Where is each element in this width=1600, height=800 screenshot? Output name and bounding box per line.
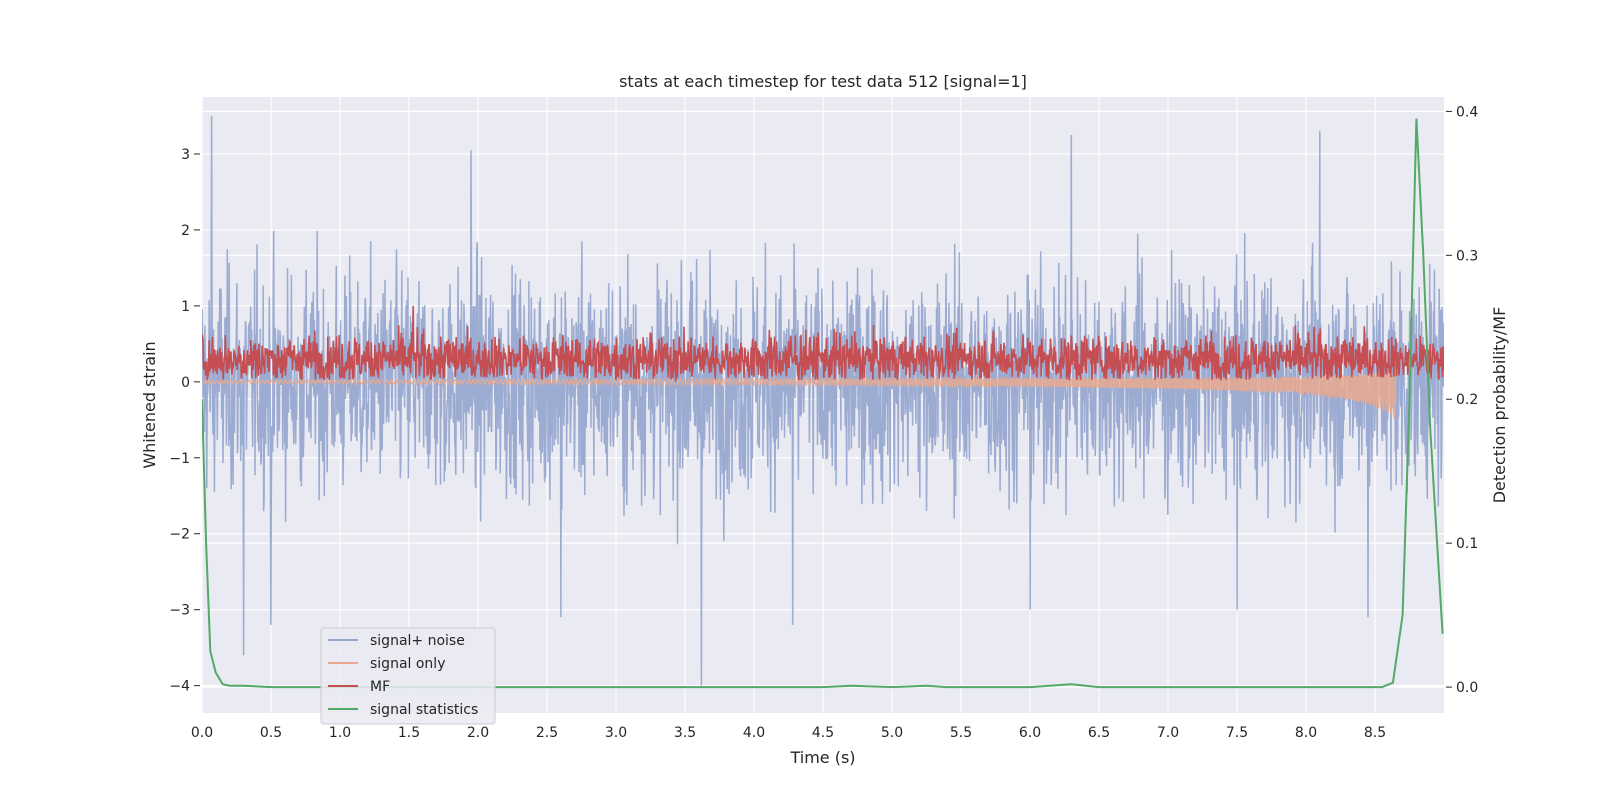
- x-tick-label: 3.5: [674, 725, 696, 741]
- x-tick-label: 5.5: [950, 725, 972, 741]
- y2-tick-label: 0.3: [1456, 248, 1478, 264]
- plot-area: [202, 115, 1444, 689]
- legend-label: signal only: [370, 656, 445, 672]
- x-tick-label: 7.0: [1157, 725, 1179, 741]
- y2-tick-label: 0.0: [1456, 680, 1478, 696]
- y2-tick-label: 0.2: [1456, 392, 1478, 408]
- y-tick-label: −2: [169, 527, 190, 543]
- y2-tick-label: 0.1: [1456, 536, 1478, 552]
- x-tick-label: 0.5: [260, 725, 282, 741]
- chart-title: stats at each timestep for test data 512…: [619, 72, 1027, 91]
- series-signal-only-line: [202, 367, 1397, 419]
- x-tick-label: 4.0: [743, 725, 765, 741]
- x-axis-ticks: 0.0 0.5 1.0 1.5 2.0 2.5 3.0 3.5 4.0 4.5 5.0 5.5 6.0 6…: [191, 725, 1386, 741]
- y-tick-label: 0: [181, 375, 190, 391]
- x-tick-label: 3.0: [605, 725, 627, 741]
- x-tick-label: 6.0: [1019, 725, 1041, 741]
- x-tick-label: 5.0: [881, 725, 903, 741]
- y-tick-label: −4: [169, 679, 190, 695]
- y2-axis-ticks: 0.0 0.1 0.2 0.3 0.4: [1446, 104, 1478, 696]
- x-tick-label: 1.5: [398, 725, 420, 741]
- x-tick-label: 1.0: [329, 725, 351, 741]
- legend-label: MF: [370, 679, 390, 695]
- x-axis-label: Time (s): [789, 748, 855, 767]
- x-tick-label: 6.5: [1088, 725, 1110, 741]
- x-tick-label: 2.0: [467, 725, 489, 741]
- y-tick-label: −1: [169, 451, 190, 467]
- legend: signal+ noise signal only MF signal statist…: [320, 627, 496, 725]
- legend-box: [320, 627, 496, 725]
- x-tick-label: 2.5: [536, 725, 558, 741]
- y-tick-label: 3: [181, 147, 190, 163]
- series-signal-noise-line: [202, 115, 1444, 686]
- x-tick-label: 0.0: [191, 725, 213, 741]
- y-axis-ticks: −4 −3 −2 −1 0 1 2 3: [169, 147, 200, 695]
- x-tick-label: 7.5: [1226, 725, 1248, 741]
- y2-tick-label: 0.4: [1456, 104, 1478, 120]
- series-mf-line: [202, 305, 1444, 384]
- y-tick-label: 2: [181, 223, 190, 239]
- x-tick-label: 8.0: [1295, 725, 1317, 741]
- y2-axis-label: Detection probability/MF: [1490, 307, 1509, 504]
- legend-label: signal statistics: [370, 702, 478, 718]
- legend-label: signal+ noise: [370, 633, 465, 649]
- y-tick-label: 1: [181, 299, 190, 315]
- y-axis-label: Whitened strain: [140, 341, 159, 468]
- series-signal-statistics-line: [202, 118, 1444, 689]
- y-tick-label: −3: [169, 603, 190, 619]
- x-tick-label: 8.5: [1364, 725, 1386, 741]
- x-tick-label: 4.5: [812, 725, 834, 741]
